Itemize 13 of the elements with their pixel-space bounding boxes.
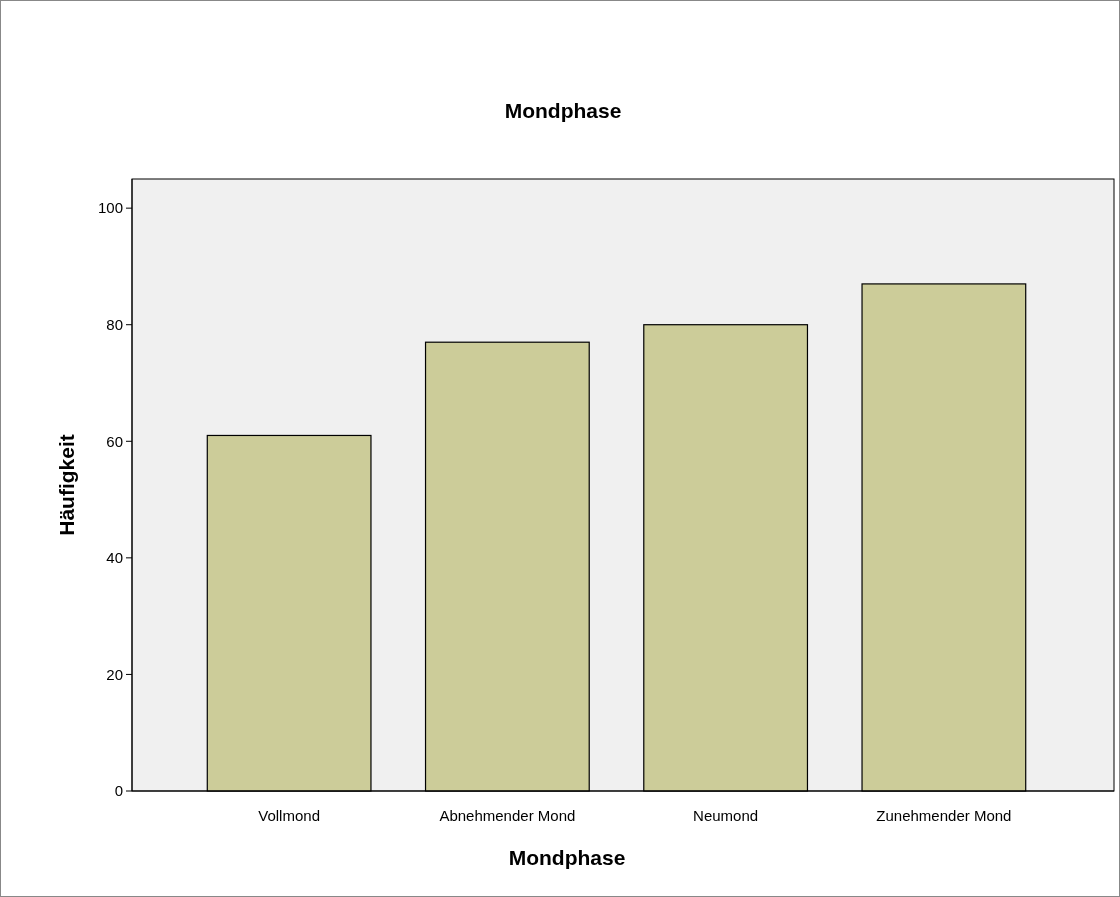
- x-tick-label: Vollmond: [258, 807, 320, 824]
- y-tick-label: 0: [114, 782, 123, 800]
- x-axis-title: Mondphase: [508, 846, 626, 869]
- y-tick-label: 60: [106, 432, 123, 450]
- x-tick-label: Abnehmender Mond: [439, 807, 576, 824]
- y-tick-label: 20: [106, 665, 123, 683]
- y-axis-title: Häufigkeit: [55, 434, 78, 536]
- y-tick-label: 40: [106, 549, 123, 567]
- x-tick-label: Zunehmender Mond: [876, 807, 1012, 824]
- x-tick-label: Neumond: [693, 807, 759, 824]
- y-tick-label: 100: [97, 199, 123, 217]
- y-tick-label: 80: [106, 315, 123, 333]
- chart-title: Mondphase: [504, 99, 622, 122]
